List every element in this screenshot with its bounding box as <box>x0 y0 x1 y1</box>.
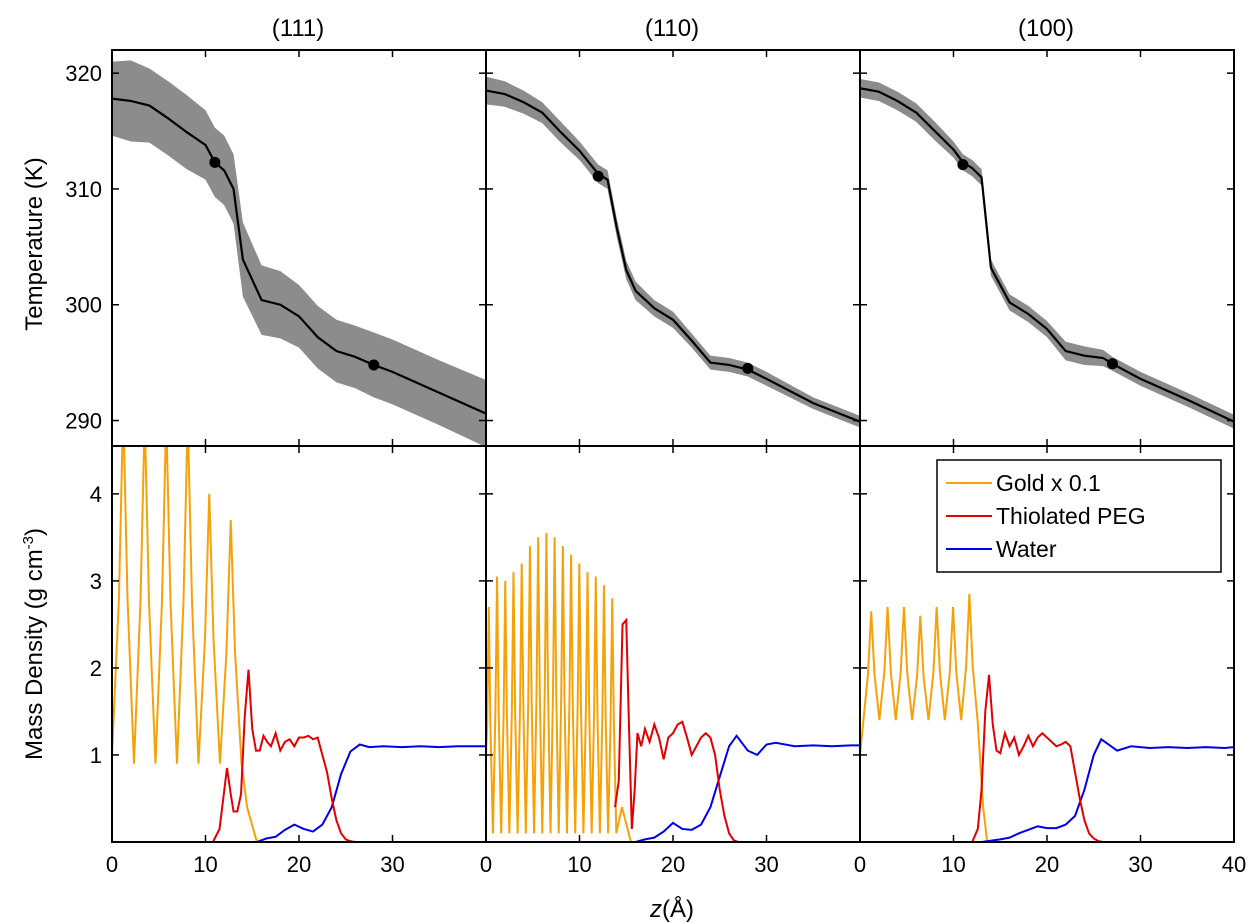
density-plot-111 <box>112 446 486 842</box>
density-tick-label: 4 <box>90 482 102 507</box>
gold-density-line <box>112 446 258 842</box>
x-tick-label: 10 <box>193 852 217 877</box>
temperature-marker <box>1106 358 1118 370</box>
legend: Gold x 0.1 Thiolated PEG Water <box>936 459 1222 573</box>
temperature-tick-label: 320 <box>65 61 102 86</box>
temperature-error-band <box>486 76 860 428</box>
temperature-plot-110 <box>486 76 860 428</box>
temperature-marker <box>742 362 754 374</box>
x-tick-label: 0 <box>480 852 492 877</box>
x-tick-label: 10 <box>941 852 965 877</box>
legend-label-peg: Thiolated PEG <box>996 503 1146 529</box>
temperature-error-band <box>112 60 486 446</box>
temperature-tick-label: 300 <box>65 293 102 318</box>
density-label-end: ) <box>21 528 48 536</box>
water-density-line <box>981 737 1234 842</box>
temperature-tick-label: 310 <box>65 177 102 202</box>
gold-density-line <box>486 533 632 842</box>
gold-density-line <box>860 593 989 842</box>
x-tick-label: 20 <box>1035 852 1059 877</box>
panel-title-100: (100) <box>1018 15 1074 42</box>
x-tick-label: 30 <box>380 852 404 877</box>
panel-title-111: (111) <box>272 15 324 42</box>
x-axis-title-var: z <box>649 896 662 923</box>
water-density-line <box>256 743 486 842</box>
x-tick-label: 40 <box>1222 852 1246 877</box>
temperature-line <box>486 89 860 423</box>
temperature-marker <box>368 359 380 371</box>
temperature-line <box>860 87 1234 423</box>
x-axis-title-unit: (Å) <box>662 895 694 923</box>
legend-label-gold: Gold x 0.1 <box>996 470 1101 496</box>
density-tick-label: 1 <box>90 743 102 768</box>
y-axis-title-temperature: Temperature (K) <box>21 157 48 330</box>
peg-density-line <box>971 674 1104 842</box>
x-tick-label: 30 <box>1128 852 1152 877</box>
x-tick-label: 0 <box>106 852 118 877</box>
density-tick-label: 2 <box>90 656 102 681</box>
x-tick-label: 20 <box>661 852 685 877</box>
x-axis-title: z(Å) <box>649 895 694 923</box>
legend-label-water: Water <box>996 536 1057 562</box>
peg-density-line <box>614 617 739 842</box>
temperature-marker <box>209 156 221 168</box>
temperature-tick-label: 290 <box>65 409 102 434</box>
temperature-error-band <box>860 78 1234 429</box>
temperature-marker <box>592 170 604 182</box>
temperature-plot-100 <box>860 78 1234 429</box>
density-tick-label: 3 <box>90 569 102 594</box>
x-tick-label: 30 <box>754 852 778 877</box>
temperature-plot-111 <box>112 60 486 446</box>
density-label-sup: -3 <box>20 536 37 549</box>
x-tick-label: 0 <box>854 852 866 877</box>
x-tick-label: 20 <box>287 852 311 877</box>
density-plot-110 <box>486 533 860 842</box>
y-axis-title-density: Mass Density (g cm-3) <box>20 528 48 760</box>
peg-density-line <box>212 669 360 842</box>
panel-title-110: (110) <box>645 15 699 42</box>
density-label-main: Mass Density (g cm <box>21 549 48 760</box>
density-plot-100 <box>860 593 1234 842</box>
x-tick-label: 10 <box>567 852 591 877</box>
temperature-marker <box>957 159 969 171</box>
water-density-line <box>635 734 860 842</box>
